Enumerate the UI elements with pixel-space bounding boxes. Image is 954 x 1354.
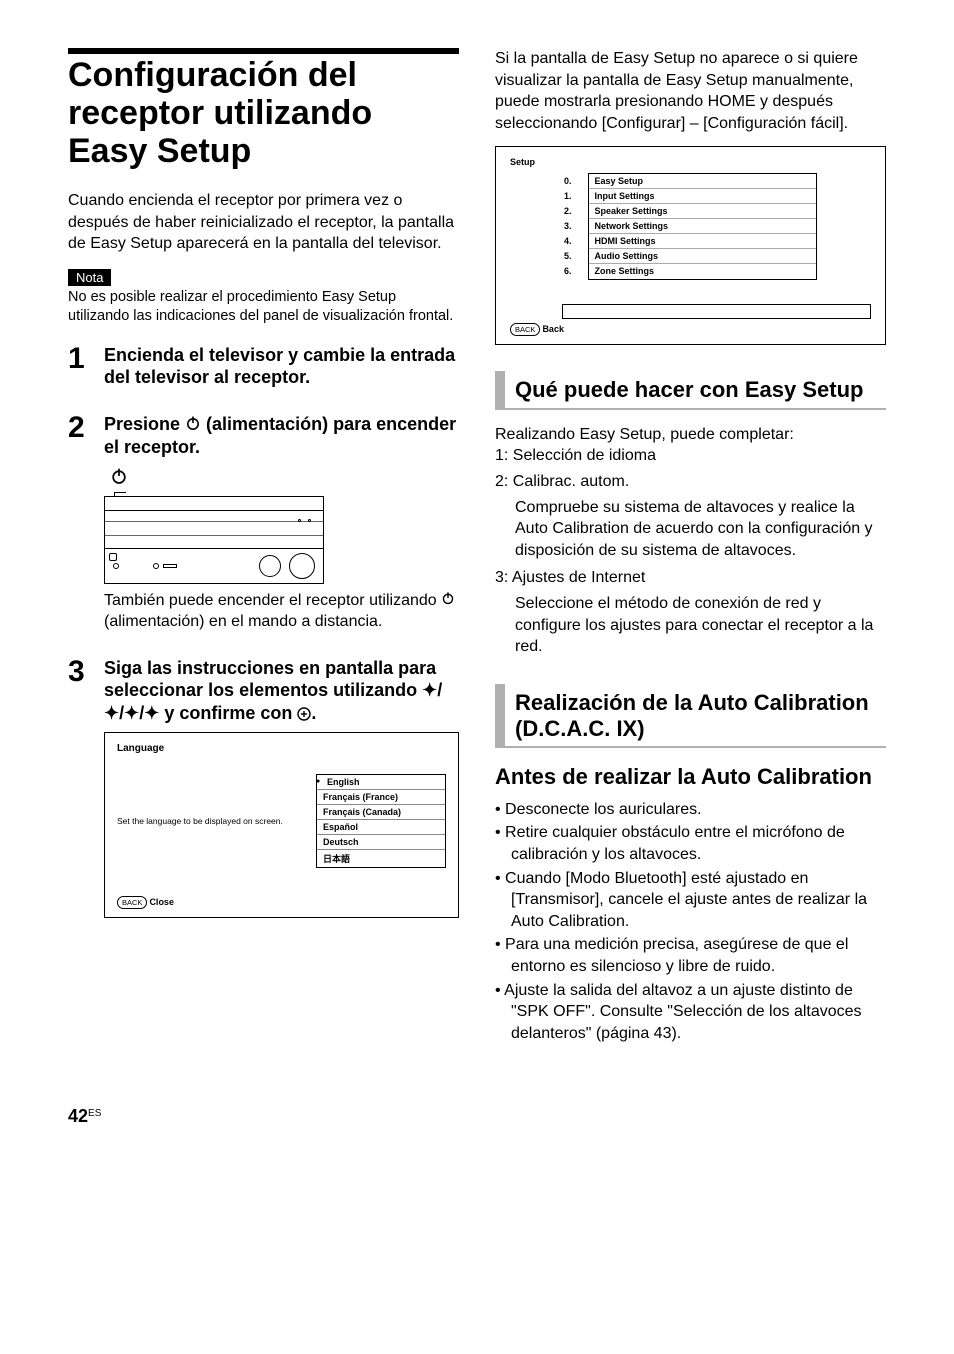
setup-blank-row <box>562 304 871 319</box>
right-intro-paragraph: Si la pantalla de Easy Setup no aparece … <box>495 48 886 134</box>
step-2-heading: Presione (alimentación) para encender el… <box>104 413 459 459</box>
lang-option: Français (France) <box>317 790 445 805</box>
bullet-list: Desconecte los auriculares. Retire cualq… <box>495 799 886 1045</box>
lang-option: English <box>317 775 445 790</box>
receiver-diagram <box>104 467 459 584</box>
arrow-up-icon: ✦ <box>422 680 437 700</box>
dialog-title: Language <box>117 743 446 754</box>
step-3-heading: Siga las instrucciones en pantalla para … <box>104 657 459 725</box>
enter-icon <box>297 703 311 723</box>
dialog-back-label: Close <box>149 897 174 907</box>
bullet-item: Retire cualquier obstáculo entre el micr… <box>495 822 886 865</box>
lang-option: 日本語 <box>317 850 445 867</box>
setup-row: Network Settings <box>589 219 816 234</box>
bullet-item: Desconecte los auriculares. <box>495 799 886 821</box>
setup-row: Zone Settings <box>589 264 816 279</box>
list-item-1: 1: Selección de idioma <box>495 445 886 467</box>
step-1: 1 Encienda el televisor y cambie la entr… <box>68 344 459 397</box>
bullet-item: Cuando [Modo Bluetooth] esté ajustado en… <box>495 868 886 933</box>
step-3: 3 Siga las instrucciones en pantalla par… <box>68 657 459 919</box>
step-2: 2 Presione (alimentación) para encender … <box>68 413 459 641</box>
title-rule <box>68 48 459 54</box>
list-item-3: 3: Ajustes de Internet <box>495 567 886 589</box>
bullet-item: Para una medición precisa, asegúrese de … <box>495 934 886 977</box>
note-text: No es posible realizar el procedimiento … <box>68 288 459 326</box>
list-item-2-sub: Compruebe su sistema de altavoces y real… <box>495 497 886 562</box>
step-number: 1 <box>68 344 90 397</box>
page-title: Configuración del receptor utilizando Ea… <box>68 56 459 170</box>
setup-row: Input Settings <box>589 189 816 204</box>
setup-dialog: Setup 0.1.2.3.4.5.6. Easy Setup Input Se… <box>495 146 886 345</box>
section-heading-calibration: Realización de la Auto Calibration (D.C.… <box>495 684 886 749</box>
lang-option: Deutsch <box>317 835 445 850</box>
setup-list: Easy Setup Input Settings Speaker Settin… <box>588 173 817 280</box>
back-pill-icon: BACK <box>117 896 147 909</box>
page-number: 42ES <box>68 1106 886 1127</box>
lang-option: Español <box>317 820 445 835</box>
power-icon <box>441 590 455 612</box>
dialog-hint: Set the language to be displayed on scre… <box>117 816 296 826</box>
list-item-2: 2: Calibrac. autom. <box>495 471 886 493</box>
step-number: 3 <box>68 657 90 919</box>
list-item-3-sub: Seleccione el método de conexión de red … <box>495 593 886 658</box>
setup-row: Speaker Settings <box>589 204 816 219</box>
language-dialog: Language Set the language to be displaye… <box>104 732 459 918</box>
dialog-back-label: Back <box>542 324 564 334</box>
dialog-title: Setup <box>510 157 871 167</box>
step-2-text: También puede encender el receptor utili… <box>104 590 459 633</box>
subsection-heading: Antes de realizar la Auto Calibration <box>495 764 886 790</box>
note-badge: Nota <box>68 269 111 286</box>
arrow-left-icon: ✦ <box>124 703 139 723</box>
arrow-down-icon: ✦ <box>104 703 119 723</box>
lang-option: Français (Canada) <box>317 805 445 820</box>
intro-paragraph: Cuando encienda el receptor por primera … <box>68 190 459 255</box>
language-list: English Français (France) Français (Cana… <box>316 774 446 868</box>
setup-row: Audio Settings <box>589 249 816 264</box>
section-heading-what: Qué puede hacer con Easy Setup <box>495 371 886 409</box>
setup-index-column: 0.1.2.3.4.5.6. <box>564 173 572 280</box>
arrow-right-icon: ✦ <box>144 703 159 723</box>
power-icon <box>185 414 201 437</box>
step-number: 2 <box>68 413 90 641</box>
back-pill-icon: BACK <box>510 323 540 336</box>
power-icon <box>110 467 459 490</box>
bullet-item: Ajuste la salida del altavoz a un ajuste… <box>495 980 886 1045</box>
section-lead: Realizando Easy Setup, puede completar: <box>495 424 886 446</box>
setup-row: HDMI Settings <box>589 234 816 249</box>
setup-row: Easy Setup <box>589 174 816 189</box>
step-1-heading: Encienda el televisor y cambie la entrad… <box>104 344 459 389</box>
